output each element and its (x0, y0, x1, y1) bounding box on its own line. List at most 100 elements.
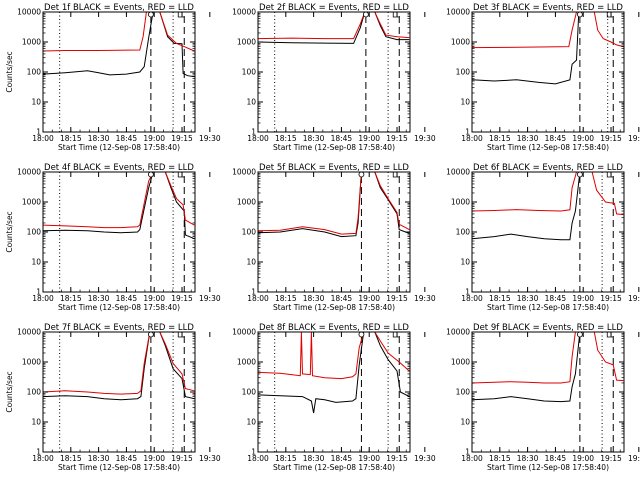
y-tick-label: 1 (251, 288, 256, 297)
y-tick-label: 1 (465, 128, 470, 137)
top-circle-marker (362, 11, 369, 18)
panel-det-4: Det 4f BLACK = Events, RED = LLD 1 10 100 10… (5, 163, 221, 312)
x-tick-label: 18:15 (275, 294, 297, 303)
y-tick-label: 1 (36, 448, 41, 457)
x-tick-label: 19:30 (199, 454, 221, 463)
x-tick-label: 19:15 (600, 134, 622, 143)
x-tick-label: 18:00 (32, 294, 54, 303)
panel-title: Det 5f BLACK = Events, RED = LLD (259, 163, 409, 173)
x-tick-label: 18:00 (461, 294, 483, 303)
x-tick-label: 19:00 (572, 294, 594, 303)
plot-frame (471, 331, 625, 453)
y-tick-label: 1 (251, 448, 256, 457)
y-tick-label: 1000 (237, 38, 256, 47)
x-tick-label: 19:00 (358, 294, 380, 303)
panel-det-7: Det 7f BLACK = Events, RED = LLD 1 10 100 10… (5, 323, 221, 472)
x-tick-label: 18:30 (517, 294, 539, 303)
top-circle-marker (576, 171, 583, 178)
top-circle-marker (147, 171, 154, 178)
y-tick-label: 10000 (232, 168, 256, 177)
panel-title: Det 2f BLACK = Events, RED = LLD (259, 3, 409, 13)
series-line-red (43, 12, 195, 52)
series-line-black (43, 12, 195, 78)
y-tick-label: 10 (460, 258, 470, 267)
y-tick-label: 1 (465, 448, 470, 457)
x-tick-label: 19:00 (572, 134, 594, 143)
x-tick-label: 18:45 (545, 134, 567, 143)
x-tick-label: 18:15 (275, 134, 297, 143)
y-tick-label: 10 (31, 258, 41, 267)
x-tick-label: 18:30 (303, 294, 325, 303)
plot-frame (257, 331, 411, 453)
series-line-red (258, 172, 410, 235)
series-line-black (43, 172, 195, 240)
panel-det-6: Det 6f BLACK = Events, RED = LLD 1 10 100 10… (446, 163, 640, 312)
y-axis-label: Counts/sec (5, 371, 14, 412)
x-tick-label: 19:15 (171, 294, 193, 303)
top-circle-marker (576, 331, 583, 338)
x-tick-label: 18:15 (489, 294, 511, 303)
x-tick-label: 19:15 (600, 454, 622, 463)
y-tick-label: 1 (36, 288, 41, 297)
x-tick-label: 18:00 (32, 134, 54, 143)
top-circle-marker (147, 11, 154, 18)
y-tick-label: 1000 (237, 358, 256, 367)
panel-title: Det 7f BLACK = Events, RED = LLD (44, 323, 194, 333)
panel-det-2: Det 2f BLACK = Events, RED = LLD 1 10 100 10… (232, 3, 436, 152)
y-tick-label: 1000 (22, 358, 41, 367)
series-line-black (258, 172, 410, 238)
x-axis-label: Start Time (12-Sep-08 17:58:40) (58, 143, 180, 152)
x-tick-label: 18:15 (489, 454, 511, 463)
series-line-black (472, 332, 587, 403)
x-tick-label: 19:15 (386, 454, 408, 463)
x-tick-label: 18:45 (116, 454, 138, 463)
x-tick-label: 19:15 (386, 294, 408, 303)
plot-frame (42, 331, 196, 453)
plot-frame (471, 171, 625, 293)
x-axis-label: Start Time (12-Sep-08 17:58:40) (273, 463, 395, 472)
x-tick-label: 19:30 (628, 454, 640, 463)
plot-frame (257, 11, 411, 133)
y-tick-label: 10000 (446, 8, 470, 17)
y-tick-label: 10000 (446, 168, 470, 177)
y-tick-label: 10000 (17, 8, 41, 17)
series-line-red (472, 12, 624, 49)
x-tick-label: 19:15 (171, 134, 193, 143)
y-tick-label: 10000 (17, 168, 41, 177)
panel-det-5: Det 5f BLACK = Events, RED = LLD 1 10 100 10… (232, 163, 436, 312)
series-line-black (258, 332, 410, 414)
panel-title: Det 6f BLACK = Events, RED = LLD (473, 163, 623, 173)
y-tick-label: 100 (456, 388, 471, 397)
y-axis-label: Counts/sec (5, 51, 14, 92)
x-tick-label: 18:30 (88, 134, 110, 143)
y-tick-label: 100 (27, 68, 42, 77)
panel-det-9: Det 9f BLACK = Events, RED = LLD 1 10 100 10… (446, 323, 640, 472)
y-tick-label: 10 (31, 98, 41, 107)
y-tick-label: 10 (246, 98, 256, 107)
y-tick-label: 10 (460, 418, 470, 427)
x-tick-label: 19:00 (143, 134, 165, 143)
x-axis-label: Start Time (12-Sep-08 17:58:40) (58, 463, 180, 472)
x-tick-label: 18:30 (517, 134, 539, 143)
y-tick-label: 1000 (451, 198, 470, 207)
y-tick-label: 10 (246, 258, 256, 267)
y-tick-label: 100 (242, 388, 257, 397)
x-tick-label: 19:30 (628, 134, 640, 143)
plot-frame (42, 11, 196, 133)
series-line-red (472, 332, 624, 384)
plot-frame (471, 11, 625, 133)
x-tick-label: 19:30 (414, 454, 436, 463)
x-tick-label: 18:45 (331, 134, 353, 143)
panel-title: Det 1f BLACK = Events, RED = LLD (44, 3, 194, 13)
series-line-red (258, 12, 410, 40)
y-tick-label: 1 (465, 288, 470, 297)
y-tick-label: 1000 (451, 358, 470, 367)
series-line-black (472, 172, 589, 241)
x-tick-label: 19:30 (199, 134, 221, 143)
series-line-red (472, 172, 624, 216)
panel-title: Det 9f BLACK = Events, RED = LLD (473, 323, 623, 333)
x-tick-label: 19:00 (143, 294, 165, 303)
series-line-red (43, 172, 195, 229)
series-line-red (43, 332, 195, 395)
